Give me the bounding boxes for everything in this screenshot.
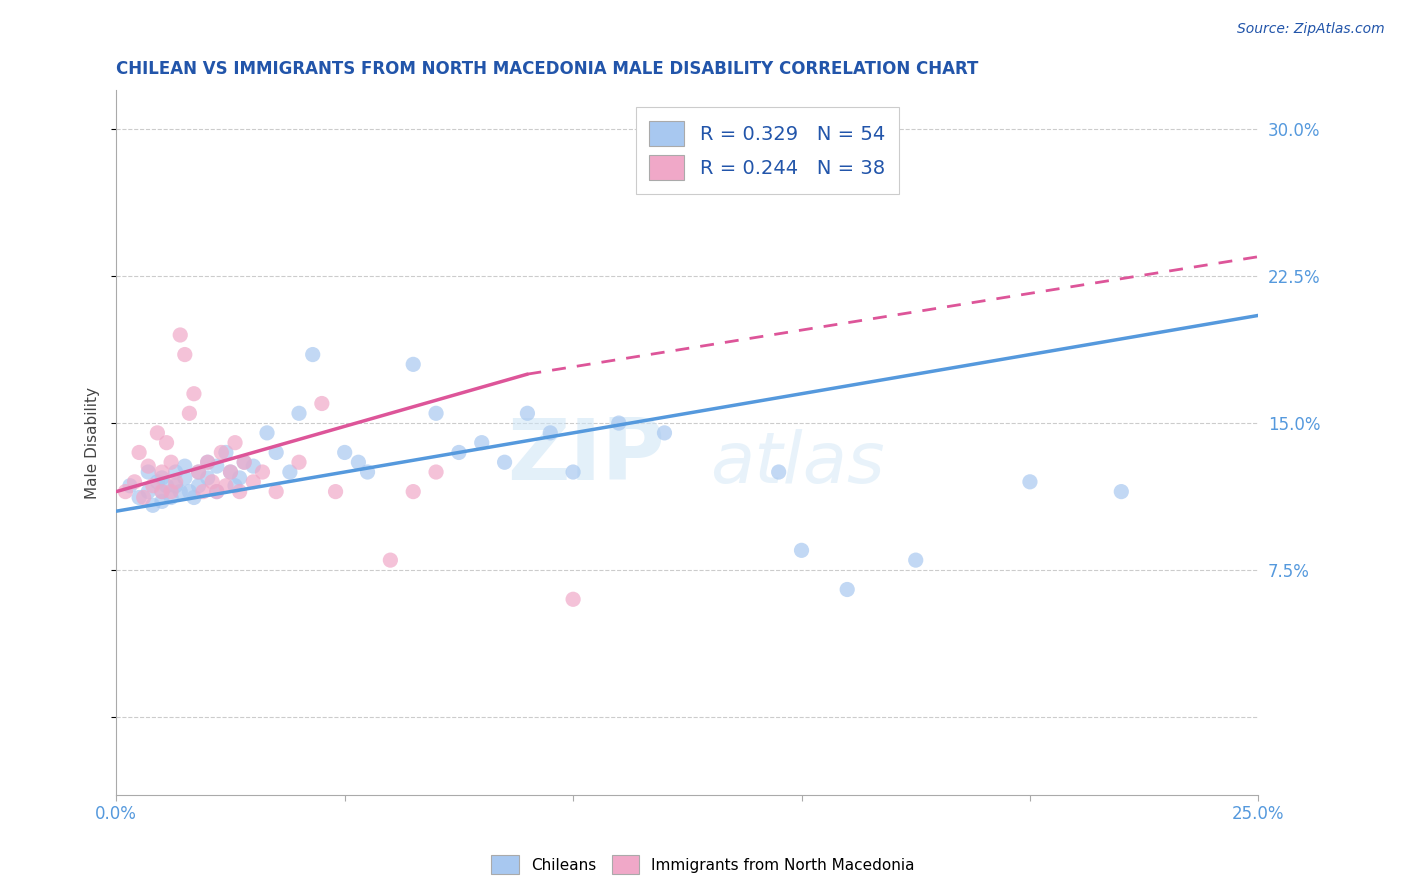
Point — [256, 425, 278, 440]
Point — [278, 465, 301, 479]
Point — [160, 484, 183, 499]
Point — [169, 484, 191, 499]
Point — [136, 465, 159, 479]
Point — [228, 471, 250, 485]
Point — [201, 475, 224, 489]
Point — [516, 406, 538, 420]
Point — [224, 435, 246, 450]
Point — [173, 459, 195, 474]
Point — [197, 471, 219, 485]
Point — [114, 484, 136, 499]
Text: ZIP: ZIP — [506, 416, 665, 499]
Point — [264, 484, 287, 499]
Point — [197, 455, 219, 469]
Point — [402, 357, 425, 371]
Point — [654, 425, 676, 440]
Point — [150, 465, 173, 479]
Point — [380, 553, 402, 567]
Point — [173, 471, 195, 485]
Point — [288, 406, 311, 420]
Point — [837, 582, 859, 597]
Point — [790, 543, 813, 558]
Point — [187, 465, 209, 479]
Point — [288, 455, 311, 469]
Point — [160, 491, 183, 505]
Point — [1111, 484, 1133, 499]
Point — [215, 479, 238, 493]
Point — [205, 484, 228, 499]
Point — [165, 475, 187, 489]
Point — [179, 484, 201, 499]
Point — [333, 445, 356, 459]
Point — [904, 553, 927, 567]
Point — [311, 396, 333, 410]
Point — [402, 484, 425, 499]
Point — [356, 465, 378, 479]
Point — [219, 465, 242, 479]
Point — [562, 465, 585, 479]
Point — [124, 475, 146, 489]
Point — [165, 479, 187, 493]
Legend: R = 0.329   N = 54, R = 0.244   N = 38: R = 0.329 N = 54, R = 0.244 N = 38 — [636, 107, 898, 194]
Point — [197, 455, 219, 469]
Point — [150, 471, 173, 485]
Point — [191, 484, 214, 499]
Point — [425, 465, 447, 479]
Point — [155, 479, 177, 493]
Point — [301, 347, 323, 361]
Point — [607, 416, 630, 430]
Point — [205, 459, 228, 474]
Point — [233, 455, 256, 469]
Point — [562, 592, 585, 607]
Point — [187, 465, 209, 479]
Text: CHILEAN VS IMMIGRANTS FROM NORTH MACEDONIA MALE DISABILITY CORRELATION CHART: CHILEAN VS IMMIGRANTS FROM NORTH MACEDON… — [117, 60, 979, 78]
Point — [228, 484, 250, 499]
Point — [128, 445, 150, 459]
Point — [347, 455, 370, 469]
Point — [215, 445, 238, 459]
Point — [136, 459, 159, 474]
Point — [146, 425, 169, 440]
Point — [252, 465, 274, 479]
Point — [768, 465, 790, 479]
Point — [1019, 475, 1042, 489]
Point — [219, 465, 242, 479]
Text: atlas: atlas — [710, 429, 884, 499]
Point — [233, 455, 256, 469]
Point — [155, 435, 177, 450]
Point — [128, 491, 150, 505]
Point — [471, 435, 494, 450]
Point — [136, 484, 159, 499]
Point — [494, 455, 516, 469]
Point — [118, 479, 141, 493]
Point — [183, 491, 205, 505]
Point — [179, 406, 201, 420]
Point — [187, 479, 209, 493]
Point — [150, 494, 173, 508]
Point — [447, 445, 470, 459]
Point — [209, 445, 232, 459]
Point — [142, 498, 165, 512]
Point — [538, 425, 561, 440]
Y-axis label: Male Disability: Male Disability — [86, 386, 100, 499]
Point — [224, 479, 246, 493]
Text: Source: ZipAtlas.com: Source: ZipAtlas.com — [1237, 22, 1385, 37]
Point — [425, 406, 447, 420]
Point — [242, 475, 264, 489]
Point — [142, 479, 165, 493]
Point — [146, 475, 169, 489]
Legend: Chileans, Immigrants from North Macedonia: Chileans, Immigrants from North Macedoni… — [485, 849, 921, 880]
Point — [205, 484, 228, 499]
Point — [242, 459, 264, 474]
Point — [173, 347, 195, 361]
Point — [160, 455, 183, 469]
Point — [150, 484, 173, 499]
Point — [150, 484, 173, 499]
Point — [165, 465, 187, 479]
Point — [169, 328, 191, 343]
Point — [264, 445, 287, 459]
Point — [132, 491, 155, 505]
Point — [183, 386, 205, 401]
Point — [325, 484, 347, 499]
